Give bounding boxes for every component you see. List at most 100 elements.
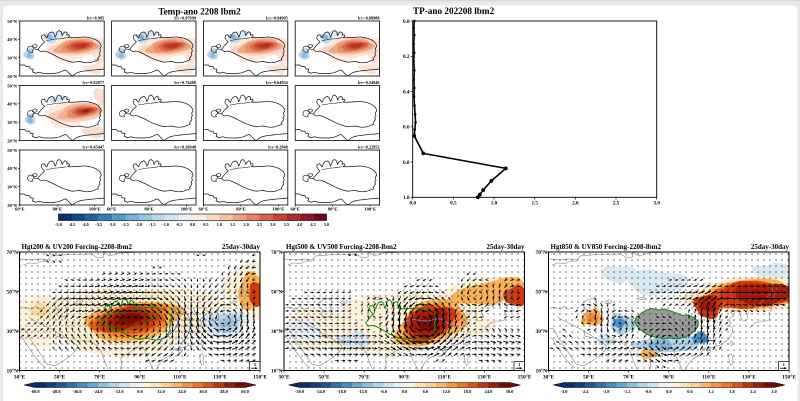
svg-text:24.0: 24.0 <box>485 389 493 394</box>
svg-text:TP-ano 202208 lbm2: TP-ano 202208 lbm2 <box>413 6 495 16</box>
svg-text:24.0: 24.0 <box>178 389 186 394</box>
svg-text:48.0: 48.0 <box>220 389 228 394</box>
svg-text:100°E: 100°E <box>181 207 193 212</box>
svg-text:-30.0: -30.0 <box>295 389 305 394</box>
svg-text:70°N: 70°N <box>271 249 283 256</box>
svg-text:-60.0: -60.0 <box>30 389 40 394</box>
svg-text:lcv=0.97999: lcv=0.97999 <box>174 15 196 20</box>
svg-text:lcv=0.74468: lcv=0.74468 <box>174 80 196 85</box>
svg-text:3.0: 3.0 <box>653 201 660 207</box>
svg-text:50°N: 50°N <box>7 19 17 24</box>
svg-text:90°E: 90°E <box>663 374 675 381</box>
svg-text:-1.0: -1.0 <box>162 222 169 227</box>
svg-text:20°N: 20°N <box>7 203 17 208</box>
svg-text:0.5: 0.5 <box>450 201 457 207</box>
svg-text:1: 1 <box>783 362 786 367</box>
svg-text:50°N: 50°N <box>271 288 283 295</box>
svg-text:lcv=0.36948: lcv=0.36948 <box>174 144 196 149</box>
svg-text:36.0: 36.0 <box>199 389 207 394</box>
svg-text:3.5: 3.5 <box>284 222 289 227</box>
svg-text:10°N: 10°N <box>271 367 283 374</box>
svg-text:25day-30day: 25day-30day <box>486 243 525 251</box>
svg-text:0.0: 0.0 <box>137 389 143 394</box>
svg-text:25day-30day: 25day-30day <box>751 243 790 251</box>
svg-text:70°E: 70°E <box>94 374 106 381</box>
svg-text:80°E: 80°E <box>236 207 246 212</box>
svg-text:80°E: 80°E <box>144 207 154 212</box>
svg-text:2.0: 2.0 <box>572 201 579 207</box>
svg-text:30°N: 30°N <box>7 185 17 190</box>
svg-text:100°E: 100°E <box>89 207 101 212</box>
svg-text:50°E: 50°E <box>583 374 595 381</box>
svg-text:-2.4: -2.4 <box>582 389 590 394</box>
svg-text:-6.0: -6.0 <box>380 389 388 394</box>
svg-text:-1.5: -1.5 <box>149 222 156 227</box>
svg-text:-3.0: -3.0 <box>561 389 569 394</box>
svg-text:12.0: 12.0 <box>157 389 165 394</box>
svg-text:30°N: 30°N <box>7 56 17 61</box>
svg-text:18.0: 18.0 <box>464 389 472 394</box>
svg-text:2.5: 2.5 <box>613 201 620 207</box>
svg-text:70°E: 70°E <box>359 374 371 381</box>
svg-text:60°E: 60°E <box>290 207 300 212</box>
svg-text:-3.0: -3.0 <box>109 222 116 227</box>
svg-text:3.0: 3.0 <box>771 389 777 394</box>
svg-text:0.0: 0.0 <box>666 389 672 394</box>
svg-text:-12.0: -12.0 <box>358 389 368 394</box>
svg-text:130°E: 130°E <box>742 374 756 381</box>
svg-text:100°E: 100°E <box>364 207 376 212</box>
svg-text:-0.6: -0.6 <box>645 389 653 394</box>
svg-text:30°N: 30°N <box>536 328 548 335</box>
svg-text:30°E: 30°E <box>278 374 290 381</box>
svg-text:0.0: 0.0 <box>402 389 408 394</box>
svg-text:lcv=0.995: lcv=0.995 <box>87 15 104 20</box>
svg-text:2.4: 2.4 <box>750 389 756 394</box>
svg-text:-4.0: -4.0 <box>82 222 89 227</box>
svg-text:1.0: 1.0 <box>491 201 498 207</box>
svg-text:1.2: 1.2 <box>708 389 714 394</box>
svg-text:50°E: 50°E <box>319 374 331 381</box>
svg-text:-5.0: -5.0 <box>55 222 62 227</box>
svg-text:60°E: 60°E <box>107 207 117 212</box>
svg-text:2.0: 2.0 <box>243 222 248 227</box>
svg-text:-18.0: -18.0 <box>337 389 347 394</box>
svg-text:1: 1 <box>518 362 521 367</box>
svg-text:Hgt500 & UV500 Forcing-2208-: Hgt500 & UV500 Forcing-2208-lbm2 <box>286 243 397 251</box>
svg-text:90°E: 90°E <box>134 374 146 381</box>
svg-text:12.0: 12.0 <box>443 389 451 394</box>
svg-text:110°E: 110°E <box>438 374 452 381</box>
svg-text:80°E: 80°E <box>328 207 338 212</box>
svg-text:30°E: 30°E <box>543 374 555 381</box>
svg-text:-12.0: -12.0 <box>114 389 124 394</box>
svg-text:50°N: 50°N <box>7 148 17 153</box>
svg-text:-0.5: -0.5 <box>176 222 183 227</box>
svg-text:20°N: 20°N <box>7 74 17 79</box>
svg-text:50°E: 50°E <box>54 374 66 381</box>
svg-text:3: 3 <box>254 362 257 367</box>
svg-text:0.4: 0.4 <box>403 89 410 95</box>
svg-text:6.0: 6.0 <box>423 389 429 394</box>
svg-text:Hgt200 & UV200 Forcing-2208-: Hgt200 & UV200 Forcing-2208-lbm2 <box>22 243 133 251</box>
svg-text:4.5: 4.5 <box>310 222 315 227</box>
svg-text:150°E: 150°E <box>518 374 532 381</box>
svg-text:lcv=0.45447: lcv=0.45447 <box>83 144 106 149</box>
svg-text:Hgt850 & UV850 Forcing-2208-: Hgt850 & UV850 Forcing-2208-lbm2 <box>551 243 662 251</box>
svg-text:0.0: 0.0 <box>409 201 416 207</box>
svg-text:10°N: 10°N <box>7 367 19 374</box>
svg-text:-36.0: -36.0 <box>72 389 82 394</box>
svg-text:-24.0: -24.0 <box>316 389 326 394</box>
svg-text:50°N: 50°N <box>536 288 548 295</box>
svg-text:-24.0: -24.0 <box>93 389 103 394</box>
svg-text:130°E: 130°E <box>213 374 227 381</box>
svg-text:60°E: 60°E <box>199 207 209 212</box>
svg-text:0.0: 0.0 <box>190 222 195 227</box>
svg-text:3.0: 3.0 <box>270 222 275 227</box>
svg-text:0.6: 0.6 <box>403 125 410 131</box>
svg-text:20°N: 20°N <box>7 138 17 143</box>
svg-text:100°E: 100°E <box>273 207 285 212</box>
svg-text:50°N: 50°N <box>7 288 19 295</box>
svg-text:70°E: 70°E <box>623 374 635 381</box>
svg-text:5.0: 5.0 <box>324 222 329 227</box>
svg-text:1.0: 1.0 <box>403 195 410 201</box>
svg-text:1.0: 1.0 <box>217 222 222 227</box>
